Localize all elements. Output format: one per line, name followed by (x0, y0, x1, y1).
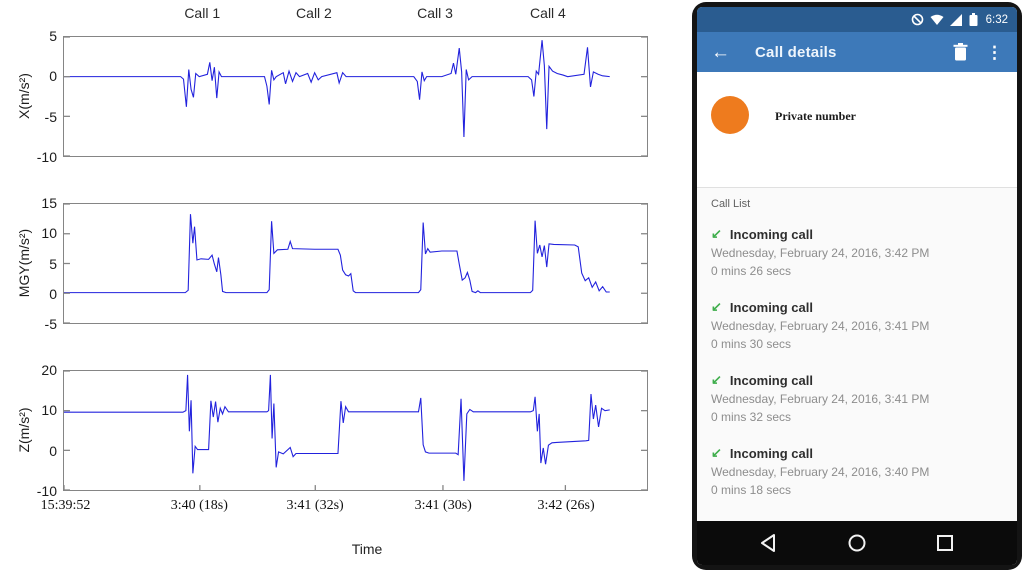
y-tick-label: 10 (41, 402, 57, 419)
call-type: Incoming call (729, 299, 813, 315)
call-annotation: Call 2 (296, 5, 332, 21)
chart-z-acceleration (63, 370, 648, 491)
status-bar: 6:32 (697, 7, 1017, 32)
call-date: Wednesday, February 24, 2016, 3:42 PM (711, 246, 930, 260)
call-type-row: ↙ Incoming call (711, 372, 1003, 388)
sensor-charts: Call 1 Call 2 Call 3 Call 4 X(m/s²) MGY(m/s… (16, 5, 648, 557)
time-tick-label: 3:42 (26s) (537, 498, 595, 513)
delete-button[interactable] (953, 43, 968, 61)
x-signal-trace (64, 36, 647, 157)
phone-screen: 6:32 ← Call details ⋮ Private number Cal… (697, 7, 1017, 565)
call-list-item[interactable]: ↙ Incoming call Wednesday, February 24, … (711, 372, 1003, 426)
y-tick-label: 10 (41, 225, 57, 242)
call-list: Call List ↙ Incoming call Wednesday, Feb… (697, 188, 1017, 521)
y-tick-label: -5 (44, 316, 57, 332)
call-duration: 0 mins 32 secs (711, 410, 792, 424)
incoming-call-icon: ↙ (711, 445, 722, 460)
call-annotation: Call 1 (184, 5, 221, 21)
incoming-call-icon: ↙ (711, 372, 722, 387)
y-tick-label: 0 (49, 442, 57, 459)
y-tick-label: 0 (49, 68, 57, 85)
android-nav-bar (697, 521, 1017, 565)
call-type: Incoming call (729, 445, 813, 461)
chart-mgy-acceleration (63, 203, 648, 324)
call-duration: 0 mins 26 secs (711, 264, 792, 278)
battery-icon (969, 13, 978, 26)
contact-header: Private number (697, 72, 1017, 188)
time-tick-label: 3:41 (32s) (286, 498, 344, 513)
y-tick-label: 20 (41, 362, 57, 378)
call-list-section-label: Call List (711, 198, 751, 210)
call-type: Incoming call (729, 372, 813, 388)
do-not-disturb-icon (911, 13, 924, 26)
y-tick-label: -10 (36, 149, 57, 165)
contact-avatar[interactable] (711, 96, 749, 134)
y-tick-label: 15 (41, 195, 57, 211)
incoming-call-icon: ↙ (711, 299, 722, 314)
call-date: Wednesday, February 24, 2016, 3:41 PM (711, 319, 930, 333)
status-time: 6:32 (985, 13, 1008, 26)
app-bar: ← Call details ⋮ (697, 32, 1017, 72)
y-tick-label: 0 (49, 285, 57, 302)
time-tick-label: 15:39:52 (40, 498, 91, 513)
back-button[interactable]: ← (711, 41, 730, 63)
chart-x-acceleration (63, 36, 648, 157)
mgy-signal-trace (64, 203, 647, 324)
call-list-item[interactable]: ↙ Incoming call Wednesday, February 24, … (711, 445, 1003, 499)
contact-name: Private number (775, 109, 856, 123)
call-items-container: ↙ Incoming call Wednesday, February 24, … (711, 226, 1003, 499)
wifi-icon (930, 14, 944, 26)
call-list-item[interactable]: ↙ Incoming call Wednesday, February 24, … (711, 299, 1003, 353)
call-type-row: ↙ Incoming call (711, 445, 1003, 461)
z-signal-trace (63, 370, 647, 491)
call-duration: 0 mins 30 secs (711, 337, 792, 351)
cell-signal-icon (949, 13, 963, 26)
call-duration: 0 mins 18 secs (711, 483, 792, 497)
time-axis-label: Time (351, 541, 383, 557)
signal-polyline (64, 374, 610, 481)
y-tick-label: 5 (49, 28, 57, 44)
call-date: Wednesday, February 24, 2016, 3:41 PM (711, 392, 930, 406)
y-tick-label: 5 (49, 255, 57, 272)
nav-back-button[interactable] (759, 533, 779, 553)
y-tick-label: -5 (44, 108, 57, 125)
call-type-row: ↙ Incoming call (711, 226, 1003, 242)
call-date: Wednesday, February 24, 2016, 3:40 PM (711, 465, 930, 479)
signal-polyline (64, 214, 610, 294)
time-tick-label: 3:40 (18s) (170, 498, 228, 513)
call-list-item[interactable]: ↙ Incoming call Wednesday, February 24, … (711, 226, 1003, 280)
page-title: Call details (755, 43, 837, 61)
incoming-call-icon: ↙ (711, 226, 722, 241)
call-type-row: ↙ Incoming call (711, 299, 1003, 315)
y-tick-label: -10 (36, 483, 57, 499)
overflow-menu-button[interactable]: ⋮ (986, 42, 1003, 62)
signal-polyline (64, 40, 610, 137)
phone-frame: 6:32 ← Call details ⋮ Private number Cal… (692, 2, 1022, 570)
call-type: Incoming call (729, 226, 813, 242)
nav-recents-button[interactable] (935, 533, 955, 553)
time-tick-label: 3:41 (30s) (414, 498, 472, 513)
nav-home-button[interactable] (847, 533, 867, 553)
call-annotation: Call 4 (530, 5, 566, 21)
call-annotation: Call 3 (417, 5, 453, 21)
